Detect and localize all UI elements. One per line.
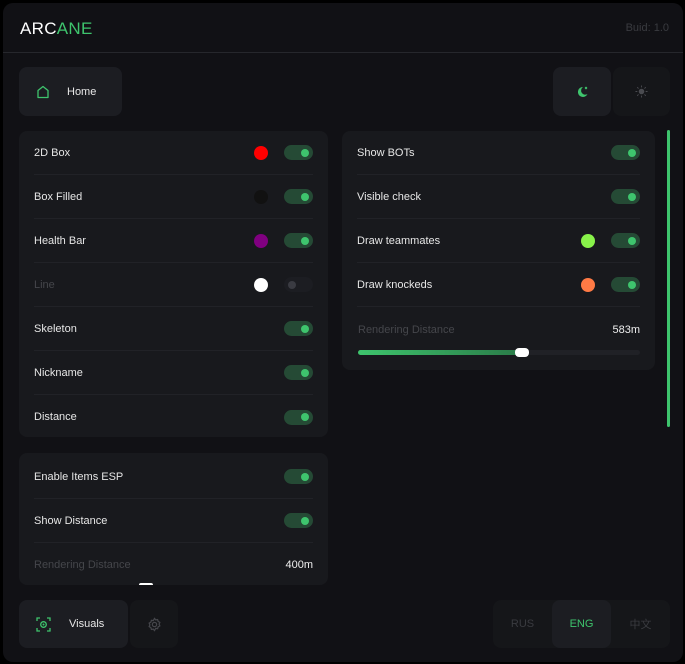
language-option-rus[interactable]: RUS [510,618,535,630]
setting-row: Distance [34,395,313,437]
rendering-distance-label: Rendering Distance [358,324,455,336]
setting-label: Line [34,278,55,291]
setting-row: Box Filled [34,175,313,219]
setting-label: 2D Box [34,146,71,159]
language-option-eng[interactable]: ENG [552,600,611,648]
extra-esp-panel: Rendering Distance 583m Show BOTs Visible… [342,131,655,370]
toggle-switch[interactable] [284,409,313,425]
items-distance-slider[interactable] [34,583,313,585]
setting-label: Nickname [34,366,83,379]
setting-row: 2D Box [34,131,313,175]
setting-label: Skeleton [34,322,77,335]
setting-label: Show Distance [34,514,108,527]
items-distance-label: Rendering Distance [34,559,131,571]
setting-label: Health Bar [34,234,86,247]
setting-row: Enable Items ESP [34,455,313,499]
logo-text-b: ANE [56,19,93,38]
toggle-switch[interactable] [284,365,313,380]
toggle-switch[interactable] [284,321,313,336]
setting-row: Skeleton [34,307,313,351]
gear-icon [147,616,161,632]
build-label: Buid: 1.0 [625,22,669,34]
moon-icon [577,86,588,97]
settings-button[interactable] [130,600,178,648]
logo-text-a: ARC [20,19,57,38]
nav-home-button[interactable]: Home [19,67,122,116]
toggle-switch[interactable] [284,233,313,248]
setting-row: Show Distance [34,499,313,543]
toggle-switch[interactable] [284,513,313,528]
setting-row: Line [34,263,313,307]
color-picker-swatch[interactable] [581,233,595,248]
light-theme-button[interactable] [613,67,670,116]
dark-theme-button[interactable] [553,67,611,116]
rendering-distance-value: 583m [612,324,640,336]
setting-row: Visible check [357,175,640,219]
setting-row: Health Bar [34,219,313,263]
sun-icon [635,85,648,98]
header: ARCANE Buid: 1.0 [3,3,683,53]
color-picker-swatch[interactable] [254,189,268,204]
setting-row: Draw knockeds [357,263,640,307]
toggle-switch[interactable] [284,277,313,292]
slider-thumb[interactable] [138,583,153,585]
slider-fill [358,350,523,355]
toggle-switch[interactable] [611,277,640,292]
nav-visuals-label: Visuals [69,618,105,630]
items-distance-value: 400m [285,559,313,571]
player-esp-panel: 2D Box Box Filled Health Bar Line Skeleton Ni… [19,131,328,437]
scrollbar[interactable] [667,130,670,427]
setting-label: Draw knockeds [357,278,433,291]
app-window: ARCANE Buid: 1.0 Home 2D Box Box Filled He… [3,3,683,662]
setting-label: Enable Items ESP [34,470,124,483]
color-picker-swatch[interactable] [254,277,268,292]
items-esp-panel: Rendering Distance 400m Enable Items ESP… [19,453,328,585]
setting-row: Draw teammates [357,219,640,263]
setting-label: Draw teammates [357,234,441,247]
toggle-switch[interactable] [611,189,640,204]
logo: ARCANE [20,19,93,39]
setting-row: Show BOTs [357,131,640,175]
toggle-switch[interactable] [611,145,640,160]
eye-scan-icon [36,616,51,632]
toggle-switch[interactable] [284,469,313,484]
color-picker-swatch[interactable] [254,145,268,160]
toggle-switch[interactable] [611,233,640,248]
slider-thumb[interactable] [515,348,530,357]
nav-visuals-button[interactable]: Visuals [19,600,128,648]
setting-label: Visible check [357,190,421,203]
nav-home-label: Home [67,85,97,98]
setting-label: Show BOTs [357,146,415,159]
toggle-switch[interactable] [284,189,313,204]
setting-row: Nickname [34,351,313,395]
setting-label: Box Filled [34,190,83,203]
language-switcher: RUS ENG 中文 [493,600,670,648]
color-picker-swatch[interactable] [254,233,268,248]
home-icon [37,85,49,98]
rendering-distance-slider[interactable] [358,348,640,357]
toggle-switch[interactable] [284,145,313,160]
color-picker-swatch[interactable] [581,277,595,292]
language-option-中文[interactable]: 中文 [629,619,652,631]
setting-label: Distance [34,411,77,423]
